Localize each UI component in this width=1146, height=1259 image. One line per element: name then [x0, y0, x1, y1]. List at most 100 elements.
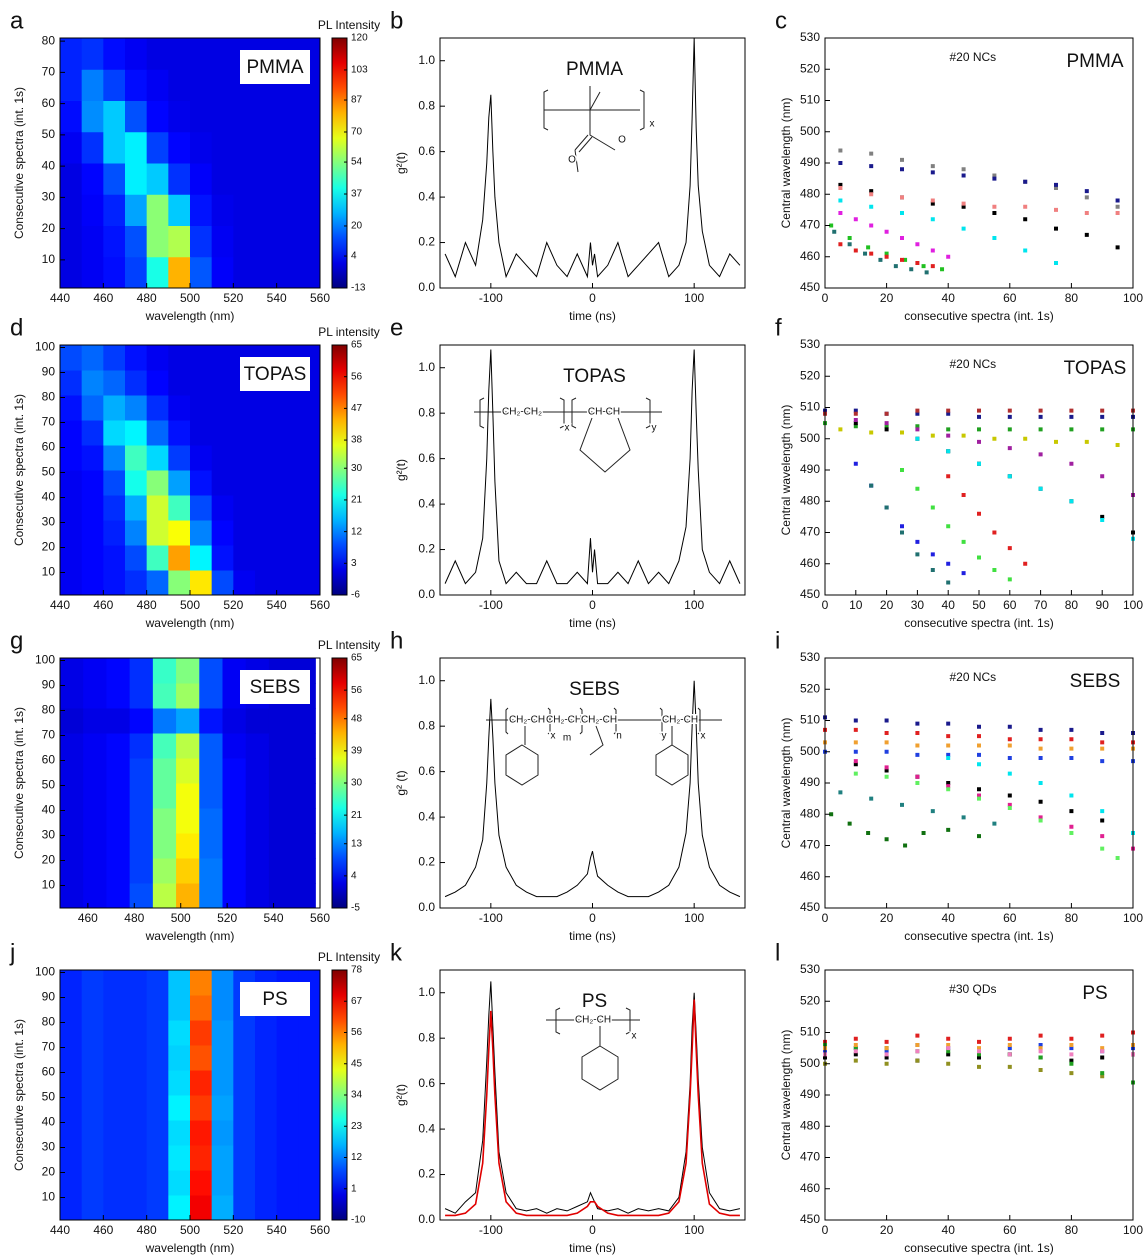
panel-letter: i	[775, 627, 780, 654]
y-tick-label: 100	[35, 653, 55, 667]
heatmap-cell	[81, 395, 104, 421]
y-tick-label: 490	[800, 775, 820, 789]
colorbar-tick-label: 20	[351, 221, 363, 232]
scatter-point	[946, 1043, 951, 1047]
heatmap-cell	[146, 163, 169, 195]
y-tick-label: 520	[800, 993, 820, 1007]
heatmap-cell	[233, 420, 256, 446]
scatter-point	[853, 762, 858, 767]
series-line	[445, 999, 740, 1217]
heatmap-cell	[255, 545, 278, 571]
scatter-point	[1038, 1046, 1043, 1051]
heatmap-cell	[233, 545, 256, 571]
heatmap-cell	[81, 570, 104, 596]
heatmap-cell	[106, 658, 131, 684]
scatter-point	[1115, 443, 1120, 447]
heatmap-cell	[233, 470, 256, 496]
scatter-point	[884, 837, 889, 842]
scatter-point	[838, 186, 843, 190]
heatmap-cell	[190, 100, 213, 133]
heatmap-cell	[81, 38, 104, 70]
colorbar-tick-label: 78	[351, 965, 363, 976]
x-tick-label: 90	[1096, 598, 1110, 612]
x-tick-label: 440	[50, 598, 70, 612]
heatmap-cell	[146, 345, 169, 371]
heatmap-cell	[106, 833, 131, 859]
x-tick-label: -100	[479, 291, 503, 305]
heatmap-cell	[60, 858, 84, 884]
heatmap-cell	[298, 470, 321, 496]
heatmap-cell	[211, 545, 234, 571]
heatmap-cell	[129, 783, 154, 809]
heatmap-cell	[233, 131, 256, 164]
panel-letter: j	[9, 939, 15, 966]
x-tick-label: 100	[1123, 598, 1143, 612]
scatter-point	[1069, 408, 1074, 413]
y-tick-label: 1.0	[418, 673, 435, 687]
scatter-point	[1007, 793, 1012, 798]
scatter-point	[884, 427, 889, 432]
series-line	[444, 349, 741, 585]
heatmap-cell	[168, 545, 191, 571]
scatter-point	[1069, 1043, 1074, 1047]
heatmap-cell	[298, 194, 321, 226]
scatter-point	[884, 505, 889, 510]
annotation: TOPAS	[563, 366, 626, 387]
heatmap-cell	[199, 783, 223, 809]
y-tick-label: 10	[42, 878, 56, 892]
scatter-point	[1115, 856, 1120, 860]
y-tick-label: 1.0	[418, 53, 435, 67]
scatter-point	[1069, 414, 1074, 419]
heatmap-cell	[245, 733, 270, 759]
heatmap-cell	[125, 520, 148, 546]
heatmap-cell	[125, 445, 148, 471]
scatter-point	[847, 821, 852, 826]
scatter-point	[884, 229, 889, 234]
heatmap-cell	[292, 758, 316, 784]
heatmap-cell	[81, 1095, 104, 1121]
heatmap-cell	[83, 858, 107, 884]
heatmap-cell	[146, 69, 169, 101]
scatter-point	[1069, 461, 1074, 466]
colorbar-tick-label: 4	[351, 870, 357, 881]
heatmap-cell	[152, 833, 177, 859]
heatmap-cell	[233, 1195, 256, 1221]
heatmap-cell	[233, 194, 256, 226]
scatter-point	[853, 718, 858, 723]
heatmap-cell	[211, 345, 234, 371]
x-tick-label: 30	[911, 598, 925, 612]
heatmap-cell	[255, 395, 278, 421]
scatter-point	[930, 248, 935, 253]
heatmap-cell	[298, 1070, 321, 1096]
scatter-point	[869, 164, 874, 169]
scatter-point	[977, 762, 981, 767]
heatmap-cell	[146, 225, 169, 258]
y-tick-label: 0.0	[418, 1212, 435, 1226]
heatmap-cell	[255, 1195, 278, 1221]
heatmap-cell	[211, 470, 234, 496]
heatmap-cell	[298, 131, 321, 164]
x-axis-label: wavelength (nm)	[145, 1241, 235, 1255]
colorbar-tick-label: 34	[351, 1090, 363, 1101]
y-tick-label: 1.0	[418, 360, 435, 374]
heatmap-cell	[176, 733, 200, 759]
heatmap-cell	[211, 194, 234, 226]
colorbar-tick-label: 56	[351, 685, 363, 696]
y-tick-label: 0.2	[418, 1167, 435, 1181]
scatter-point	[1069, 737, 1074, 742]
heatmap-cell	[60, 1145, 83, 1171]
heatmap-cell	[168, 38, 191, 70]
x-tick-label: 560	[310, 911, 330, 925]
scatter-point	[903, 843, 908, 848]
y-tick-label: 530	[800, 650, 820, 664]
annotation: SEBS	[569, 679, 620, 700]
heatmap-cell	[211, 395, 234, 421]
y-tick-label: 0.4	[418, 1121, 435, 1135]
scatter-point	[1007, 771, 1012, 776]
scatter-point	[946, 756, 951, 760]
heatmap-cell	[190, 225, 213, 258]
y-axis-label: g²(t)	[394, 152, 408, 174]
x-tick-label: 0	[822, 291, 829, 305]
scatter-point	[977, 796, 981, 801]
x-tick-label: 0	[822, 1223, 829, 1237]
